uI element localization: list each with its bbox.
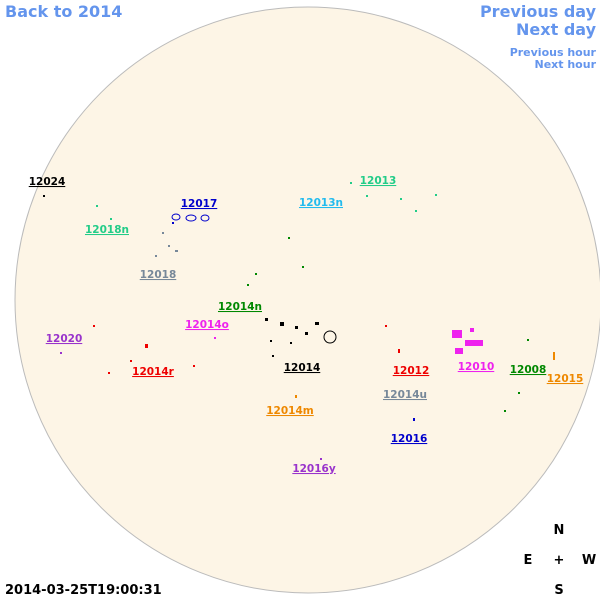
compass-center: +	[554, 553, 565, 568]
next-day-link[interactable]: Next day	[516, 20, 597, 39]
sunspots	[43, 182, 555, 460]
region-label[interactable]: 12020	[46, 333, 83, 345]
compass-north: N	[554, 523, 565, 538]
region-label[interactable]: 12013	[360, 175, 397, 187]
timestamp: 2014-03-25T19:00:31	[5, 583, 162, 598]
back-link[interactable]: Back to 2014	[5, 2, 122, 21]
region-label[interactable]: 12024	[29, 176, 66, 188]
region-label[interactable]: 12016y	[292, 463, 336, 475]
region-label[interactable]: 12014r	[132, 366, 175, 378]
region-label[interactable]: 12017	[181, 198, 218, 210]
region-label[interactable]: 12013n	[299, 197, 343, 209]
region-label[interactable]: 12015	[547, 373, 584, 385]
next-hour-link[interactable]: Next hour	[535, 58, 597, 71]
region-label[interactable]: 12018	[140, 269, 177, 281]
solar-disk	[14, 6, 600, 594]
previous-day-link[interactable]: Previous day	[480, 2, 597, 21]
region-label[interactable]: 12016	[391, 433, 428, 445]
region-label[interactable]: 12018n	[85, 224, 129, 236]
region-label[interactable]: 12014o	[185, 319, 229, 331]
compass-south: S	[554, 583, 563, 598]
region-label[interactable]: 12014m	[266, 405, 314, 417]
compass-east: E	[524, 553, 533, 568]
region-label[interactable]: 12014u	[383, 389, 427, 401]
region-label[interactable]: 12008	[510, 364, 547, 376]
region-label[interactable]: 12014n	[218, 301, 262, 313]
region-label[interactable]: 12012	[393, 365, 430, 377]
region-label[interactable]: 12014	[284, 362, 321, 374]
compass-west: W	[582, 553, 596, 568]
previous-hour-link[interactable]: Previous hour	[510, 46, 597, 59]
region-label[interactable]: 12010	[458, 361, 495, 373]
